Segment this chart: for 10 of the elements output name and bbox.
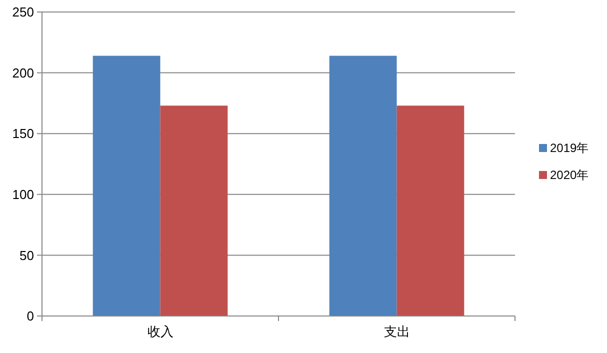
y-tick-label: 150 [12,126,34,142]
y-tick-label: 250 [12,4,34,20]
y-tick-label: 50 [20,248,34,263]
x-tick-label: 收入 [147,324,174,339]
x-tick-label: 支出 [384,324,410,339]
y-tick-label: 0 [26,308,34,324]
legend-label: 2020年 [550,168,589,182]
legend-label: 2019年 [550,141,589,156]
y-tick-label: 100 [12,186,34,202]
y-tick-label: 200 [12,65,34,80]
